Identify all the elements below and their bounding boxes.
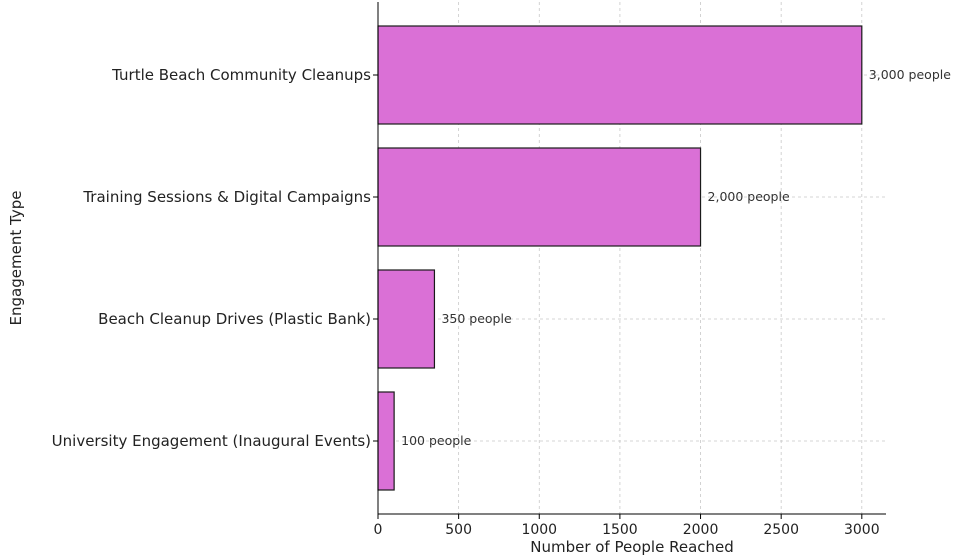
x-tick-label: 0 xyxy=(374,522,383,538)
bar xyxy=(377,391,395,491)
bars-layer xyxy=(377,25,863,491)
category-label: Training Sessions & Digital Campaigns xyxy=(82,188,371,206)
category-label: Beach Cleanup Drives (Plastic Bank) xyxy=(98,310,371,328)
bar xyxy=(377,269,436,369)
x-axis-title: Number of People Reached xyxy=(530,538,734,556)
bar xyxy=(377,147,702,247)
x-tick-label: 1500 xyxy=(602,522,638,538)
x-tick-label: 1000 xyxy=(521,522,557,538)
data-label: 100 people xyxy=(401,433,472,448)
x-tick-label: 500 xyxy=(445,522,472,538)
bar xyxy=(377,25,863,125)
x-tick-label: 3000 xyxy=(844,522,880,538)
data-label: 350 people xyxy=(441,311,512,326)
y-axis-title: Engagement Type xyxy=(7,191,25,326)
data-label: 2,000 people xyxy=(708,189,790,204)
category-label: Turtle Beach Community Cleanups xyxy=(111,66,371,84)
x-tick-label: 2500 xyxy=(763,522,799,538)
axes-layer xyxy=(377,2,886,515)
category-label: University Engagement (Inaugural Events) xyxy=(52,432,371,450)
data-label: 3,000 people xyxy=(869,67,951,82)
x-tick-label: 2000 xyxy=(683,522,719,538)
labels-layer: 0 500 1000 1500 2000 2500 3000 Turtle Beach Com… xyxy=(52,66,952,538)
